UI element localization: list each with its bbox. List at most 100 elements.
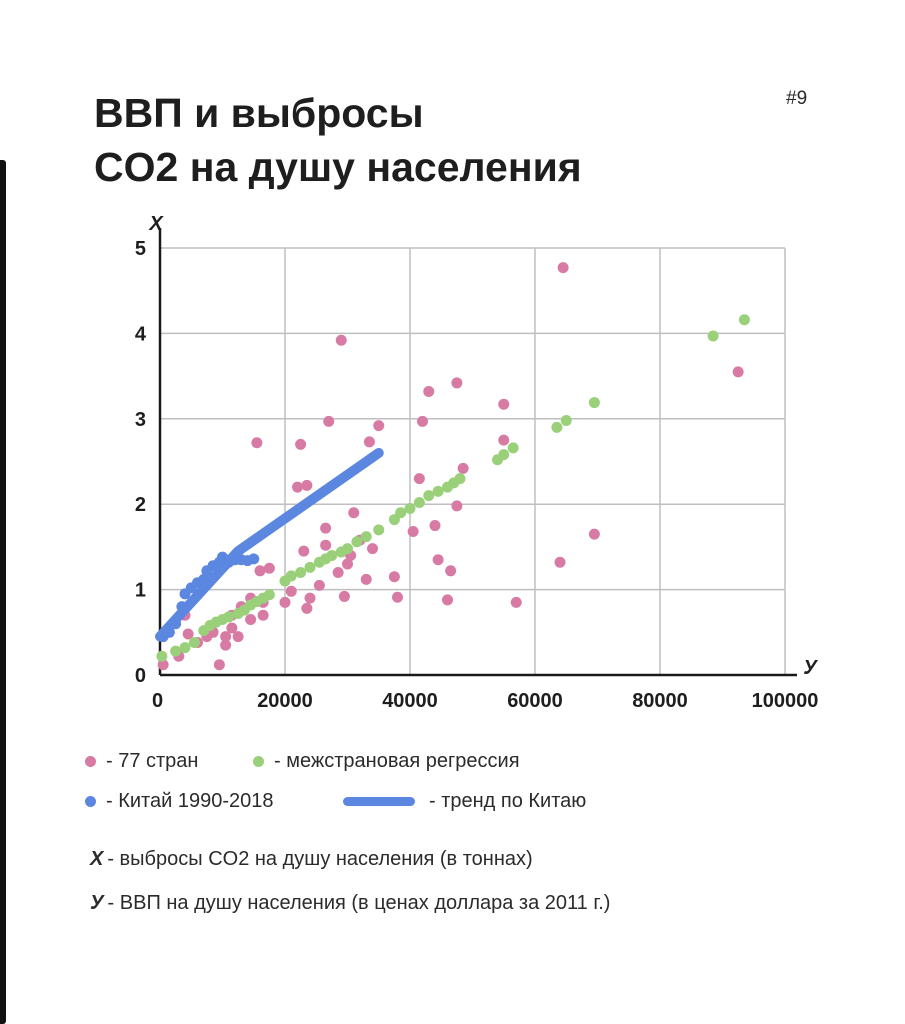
country-point [220,631,232,643]
legend-item-regression: - межстрановая регрессия [253,750,520,773]
country-point [213,659,225,671]
country-point [182,628,194,640]
country-point [732,366,744,378]
legend-label-regression: - межстрановая регрессия [274,750,520,772]
legend-swatch-china [85,796,96,807]
regression-point [551,421,563,433]
regression-point [179,642,191,654]
note-x-text: - выбросы CO2 на душу населения (в тонна… [107,848,533,870]
regression-point [223,611,235,623]
x-tick-label: 100000 [752,690,819,712]
country-point [313,579,325,591]
country-point [388,571,400,583]
country-point [301,602,313,614]
x-tick-label: 40000 [382,690,438,712]
country-point [320,522,332,534]
y-tick-label: 3 [135,409,146,431]
regression-point [285,570,297,582]
left-edge-decoration [0,160,6,1024]
country-point [457,462,469,474]
china-point [248,553,260,565]
country-point [323,415,335,427]
note-y-key: У [90,892,104,914]
country-point [220,639,232,651]
regression-point [507,442,519,454]
country-point [279,596,291,608]
regression-point [188,637,200,649]
chart-axes [158,228,797,677]
country-point [332,567,344,579]
legend-swatch-regression [253,756,264,767]
country-point [554,556,566,568]
note-x: Х- выбросы CO2 на душу населения (в тонн… [90,848,533,871]
regression-point [295,567,307,579]
country-point [254,565,266,577]
country-point [348,507,360,519]
regression-point [707,330,719,342]
x-tick-label: 0 [152,690,163,712]
legend-label-countries: - 77 стран [106,750,199,772]
country-point [498,398,510,410]
country-point [423,385,435,397]
regression-point [373,524,385,536]
country-point [498,434,510,446]
x-tick-label: 60000 [507,690,563,712]
country-point [373,420,385,432]
regression-point [156,650,168,662]
chart-series [155,262,750,671]
chart-grid [159,247,786,676]
country-point [451,500,463,512]
country-point [413,473,425,485]
regression-point [498,449,510,461]
country-point [298,545,310,557]
y-tick-label: 0 [135,665,146,687]
country-point [557,262,569,274]
title-line-1: ВВП и выбросы [94,90,424,136]
country-point [342,558,353,570]
title-line-2: CO2 на душу населения [94,144,582,190]
country-point [301,479,313,491]
country-point [292,481,303,493]
x-tick-label: 80000 [632,690,688,712]
regression-point [170,645,182,657]
country-point [588,528,600,540]
regression-point [263,589,275,601]
country-point [285,585,297,597]
country-point [510,596,522,608]
y-tick-labels: 0 1 2 3 4 5 [135,238,147,687]
y-axis-label: Х [148,213,164,235]
country-point [367,543,378,555]
regression-point [360,531,372,543]
country-point [304,592,316,604]
regression-point [326,549,338,561]
country-point [407,526,419,538]
legend-label-china: - Китай 1990-2018 [106,790,274,812]
country-point [257,609,269,621]
country-point [263,562,275,574]
x-axis-label: У [803,657,818,679]
regression-point [432,485,444,497]
legend-swatch-countries [85,756,96,767]
country-point [417,415,428,427]
country-point [429,520,441,532]
regression-point [588,397,600,409]
country-point [445,565,457,577]
regression-point [304,561,316,573]
country-point [335,334,347,346]
legend-item-china: - Китай 1990-2018 [85,790,273,813]
scatter-chart: 0 1 2 3 4 5 0 20000 40000 60000 80000 100000 Х У [135,213,819,712]
country-point [360,573,372,585]
country-point [442,594,453,606]
country-point [363,436,375,448]
y-tick-label: 2 [135,494,146,516]
country-point [157,659,169,671]
x-tick-labels: 0 20000 40000 60000 80000 100000 [152,690,818,712]
x-tick-label: 20000 [257,690,313,712]
regression-point [413,496,425,508]
regression-point [423,490,435,502]
regression-point [342,543,353,555]
y-tick-label: 5 [135,238,146,260]
country-point [295,438,307,450]
country-point [232,631,244,643]
page-number: #9 [786,88,808,109]
